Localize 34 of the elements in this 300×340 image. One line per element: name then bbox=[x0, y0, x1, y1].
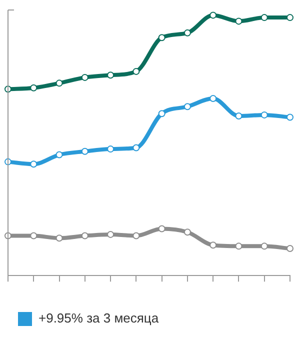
point bbox=[235, 18, 242, 25]
point bbox=[260, 111, 268, 118]
point bbox=[56, 80, 63, 87]
point bbox=[107, 230, 114, 238]
point bbox=[184, 103, 191, 110]
point bbox=[81, 232, 88, 240]
point bbox=[158, 225, 166, 232]
point bbox=[210, 95, 217, 102]
point bbox=[81, 148, 88, 155]
point bbox=[81, 74, 88, 81]
point bbox=[210, 12, 217, 19]
point bbox=[30, 160, 38, 168]
point bbox=[132, 232, 140, 240]
point bbox=[132, 144, 140, 152]
point bbox=[30, 84, 38, 92]
point bbox=[184, 29, 191, 36]
point bbox=[260, 14, 268, 22]
point bbox=[132, 68, 140, 75]
point bbox=[56, 151, 63, 158]
point bbox=[286, 114, 294, 121]
point bbox=[286, 245, 294, 252]
point bbox=[184, 228, 191, 236]
point bbox=[107, 146, 114, 153]
legend-label: +9.95% за 3 месяца bbox=[38, 310, 160, 326]
point bbox=[107, 72, 114, 79]
point bbox=[158, 110, 166, 118]
point bbox=[158, 34, 166, 42]
point bbox=[235, 242, 242, 250]
point bbox=[210, 242, 217, 249]
point bbox=[235, 112, 242, 120]
point bbox=[286, 14, 294, 22]
point bbox=[260, 242, 268, 250]
point bbox=[30, 232, 38, 240]
point bbox=[56, 234, 63, 242]
